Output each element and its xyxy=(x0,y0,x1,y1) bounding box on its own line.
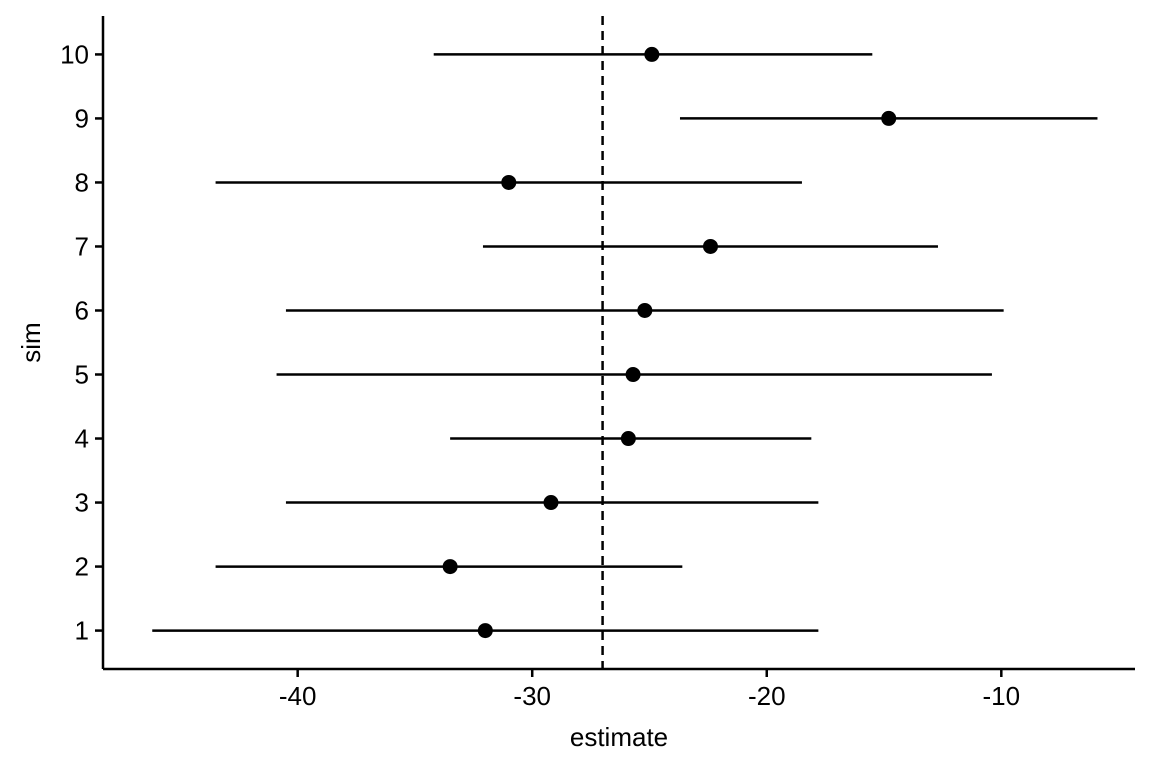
x-axis-title: estimate xyxy=(570,722,668,752)
x-tick-label: -40 xyxy=(279,681,317,711)
y-tick-label: 10 xyxy=(60,39,89,69)
y-tick-label: 5 xyxy=(75,360,89,390)
point-estimate xyxy=(637,302,653,318)
point-estimate xyxy=(543,495,559,511)
point-estimate xyxy=(442,559,458,575)
y-tick-label: 7 xyxy=(75,231,89,261)
y-tick-label: 4 xyxy=(75,424,89,454)
plot-area xyxy=(152,16,1098,669)
x-tick-label: -20 xyxy=(748,681,786,711)
point-estimate xyxy=(477,623,493,639)
x-tick-label: -10 xyxy=(983,681,1021,711)
y-tick-label: 8 xyxy=(75,167,89,197)
y-tick-label: 6 xyxy=(75,295,89,325)
point-estimate xyxy=(625,367,641,383)
point-estimate xyxy=(881,110,897,126)
y-tick-label: 2 xyxy=(75,552,89,582)
y-axis-title: sim xyxy=(16,322,46,362)
x-tick-label: -30 xyxy=(513,681,551,711)
y-axis-ticks: 1 2 3 4 5 6 7 8 9 10 xyxy=(60,39,103,646)
y-tick-label: 3 xyxy=(75,488,89,518)
point-estimate xyxy=(644,46,660,62)
point-estimate xyxy=(501,174,517,190)
point-estimate xyxy=(620,431,636,447)
point-estimate xyxy=(702,238,718,254)
y-tick-label: 9 xyxy=(75,103,89,133)
y-tick-label: 1 xyxy=(75,616,89,646)
x-axis-ticks: -40 -30 -20 -10 xyxy=(279,669,1020,711)
